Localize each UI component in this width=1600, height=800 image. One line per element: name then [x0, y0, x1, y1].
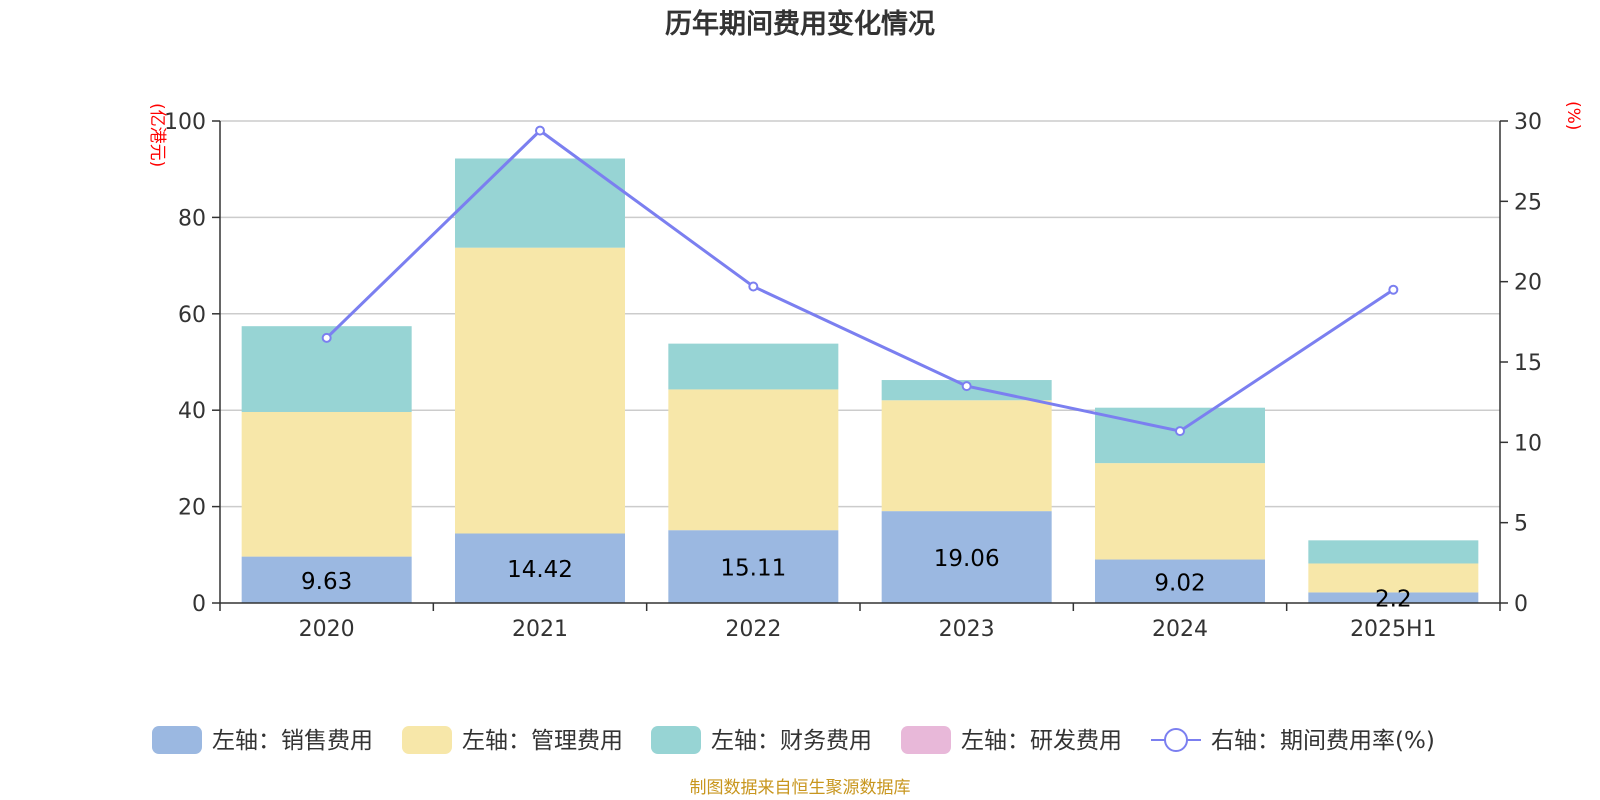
left-axis-tick-label: 100	[164, 110, 206, 135]
bar-segment-2-2021	[455, 247, 625, 534]
x-axis-tick-label: 2022	[725, 617, 781, 642]
rate-line-point-2023	[961, 381, 972, 392]
rate-line-point-2020	[321, 332, 332, 343]
bars	[241, 158, 1479, 603]
bar-segment-2-2023	[881, 400, 1052, 512]
legend-swatch	[901, 726, 951, 754]
x-axis-tick-label: 2024	[1152, 617, 1208, 642]
bar-data-label: 15.11	[720, 556, 786, 582]
left-axis-tick-label: 0	[192, 592, 206, 617]
legend: 左轴：销售费用 左轴：管理费用 左轴：财务费用 左轴：研发费用 右轴：期间费用率(%)	[152, 726, 1435, 754]
right-axis-tick-label: 10	[1514, 431, 1542, 456]
bar-segment-1-2021	[455, 533, 625, 603]
bar-segment-3-2025H1	[1308, 540, 1479, 564]
rate-line-path	[325, 128, 1395, 433]
right-axis-tick-label: 30	[1514, 110, 1542, 135]
bar-segment-3-2021	[455, 158, 625, 248]
bar-segment-2-2020	[241, 411, 412, 557]
rate-line-point-2024	[1175, 426, 1185, 437]
right-axis-tick-label: 5	[1514, 512, 1528, 537]
axes: 0 20 40 60 80 100 0 5 10 15 20 25 30 2020 2021 2022 2023…	[164, 110, 1542, 642]
legend-swatch	[152, 726, 202, 754]
chart-title: 历年期间费用变化情况	[665, 8, 935, 40]
rate-line	[321, 125, 1399, 437]
bar-segment-2-2025H1	[1308, 563, 1479, 593]
bar-data-label: 9.63	[301, 569, 352, 595]
data-labels: 9.63 14.42 15.11 19.06 9.02 2.2	[301, 546, 1412, 613]
bar-segment-1-2025H1	[1308, 592, 1479, 603]
bar-data-label: 19.06	[934, 546, 1000, 572]
x-axis-tick-label: 2023	[939, 617, 995, 642]
bar-data-label: 14.42	[507, 557, 573, 583]
left-axis-tick-label: 80	[178, 206, 206, 231]
bar-segment-1-2022	[668, 530, 839, 603]
right-axis-unit: (%)	[1563, 101, 1583, 130]
legend-swatch	[651, 726, 701, 754]
bar-segment-2-2024	[1095, 463, 1265, 560]
left-axis-tick-label: 40	[178, 399, 206, 424]
bar-segment-2-2022	[668, 389, 839, 531]
right-axis-tick-label: 15	[1514, 351, 1542, 376]
gridlines	[220, 120, 1500, 508]
source-note: 制图数据来自恒生聚源数据库	[690, 778, 911, 798]
legend-marker	[1164, 728, 1188, 752]
bar-segment-1-2024	[1095, 559, 1265, 603]
left-axis-unit: (亿港元)	[147, 103, 167, 167]
bar-segment-1-2023	[881, 511, 1052, 603]
legend-label: 左轴：财务费用	[711, 728, 872, 754]
left-axis-tick-label: 20	[178, 496, 206, 521]
right-axis-tick-label: 25	[1514, 190, 1542, 215]
bar-data-label: 2.2	[1375, 587, 1412, 613]
rate-line-point-2025H1	[1388, 284, 1399, 295]
x-axis-tick-label: 2025H1	[1350, 617, 1437, 642]
right-axis-tick-label: 20	[1514, 271, 1542, 296]
legend-swatch	[402, 726, 452, 754]
bar-data-label: 9.02	[1154, 570, 1205, 596]
right-axis-tick-label: 0	[1514, 592, 1528, 617]
x-axis-tick-label: 2020	[299, 617, 355, 642]
left-axis-tick-label: 60	[178, 303, 206, 328]
rate-line-point-2022	[748, 281, 759, 292]
x-axis-tick-label: 2021	[512, 617, 568, 642]
legend-label: 右轴：期间费用率(%)	[1211, 728, 1435, 754]
rate-line-point-2021	[535, 125, 545, 136]
legend-label: 左轴：管理费用	[462, 728, 623, 754]
legend-label: 左轴：销售费用	[212, 728, 373, 754]
legend-label: 左轴：研发费用	[961, 728, 1122, 754]
bar-segment-1-2020	[241, 556, 412, 603]
bar-segment-3-2022	[668, 343, 839, 390]
